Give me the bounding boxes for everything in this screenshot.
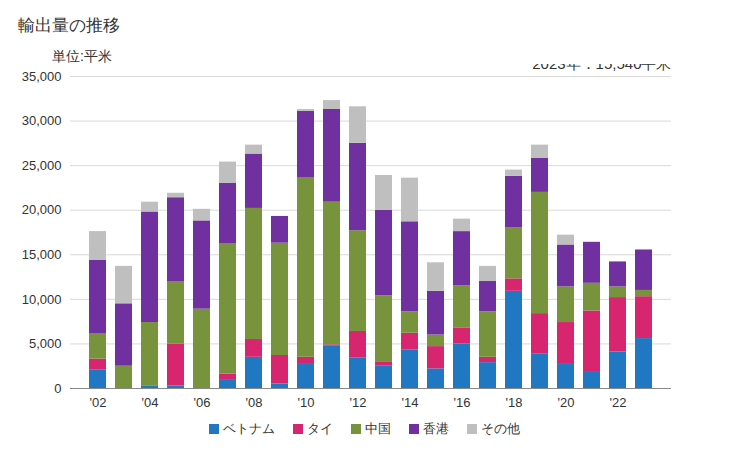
svg-text:'12: '12 <box>350 395 367 410</box>
svg-text:'14: '14 <box>402 395 419 410</box>
svg-text:'20: '20 <box>558 395 575 410</box>
svg-text:'02: '02 <box>90 395 107 410</box>
html-text:その他: その他 <box>481 421 520 436</box>
svg-text:20,000: 20,000 <box>22 202 62 217</box>
svg-text:'04: '04 <box>142 395 159 410</box>
svg-text:0: 0 <box>54 381 61 396</box>
html-text:中国: 中国 <box>365 421 391 436</box>
svg-text:2023年：15,540平米: 2023年：15,540平米 <box>532 64 671 72</box>
svg-text:'08: '08 <box>246 395 263 410</box>
html-text:ベトナム: ベトナム <box>223 421 275 436</box>
html-text:輸出量の推移: 輸出量の推移 <box>18 16 120 35</box>
svg-text:10,000: 10,000 <box>22 292 62 307</box>
html-text:単位:平米: 単位:平米 <box>52 48 112 64</box>
svg-text:'22: '22 <box>610 395 627 410</box>
svg-text:'18: '18 <box>506 395 523 410</box>
svg-text:'06: '06 <box>194 395 211 410</box>
svg-text:30,000: 30,000 <box>22 113 62 128</box>
html-text:タイ: タイ <box>307 421 333 436</box>
svg-text:25,000: 25,000 <box>22 158 62 173</box>
html-text:香港: 香港 <box>423 421 449 436</box>
svg-text:35,000: 35,000 <box>22 69 62 84</box>
svg-text:'16: '16 <box>454 395 471 410</box>
svg-text:5,000: 5,000 <box>29 336 62 351</box>
svg-text:'10: '10 <box>298 395 315 410</box>
svg-text:15,000: 15,000 <box>22 247 62 262</box>
